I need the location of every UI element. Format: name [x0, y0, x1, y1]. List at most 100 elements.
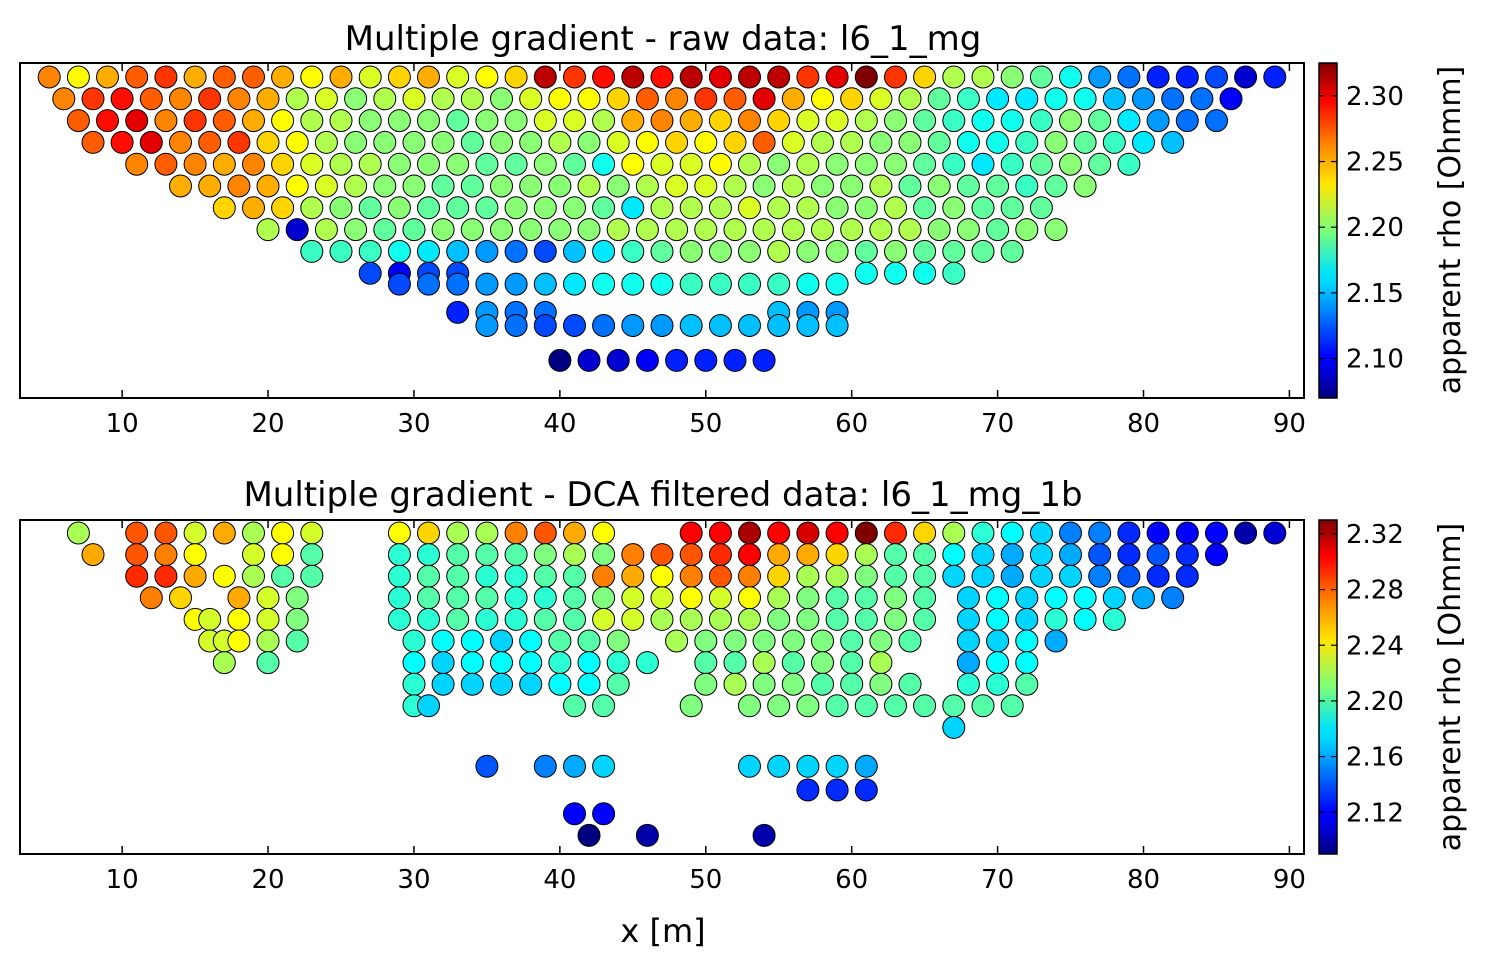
data-point	[1029, 543, 1053, 567]
data-point	[796, 109, 820, 133]
data-point	[183, 521, 207, 545]
colorbar-tick-label: 2.28	[1346, 576, 1404, 606]
data-point	[1015, 629, 1039, 653]
data-point	[708, 543, 732, 567]
data-point	[898, 629, 922, 653]
data-point	[781, 672, 805, 696]
data-point	[811, 651, 834, 675]
data-point	[621, 607, 645, 631]
data-point	[1000, 65, 1024, 89]
data-point	[811, 629, 834, 653]
data-point	[475, 564, 499, 588]
data-point	[519, 629, 543, 653]
data-point	[417, 152, 440, 176]
data-point	[708, 314, 732, 337]
data-point	[81, 543, 105, 567]
data-point	[519, 651, 543, 675]
data-point	[796, 152, 820, 176]
x-tick-label: 30	[397, 865, 430, 895]
data-point	[417, 65, 440, 89]
data-point	[956, 87, 980, 111]
data-point	[563, 607, 586, 631]
data-point	[811, 218, 834, 242]
data-point	[577, 823, 601, 847]
data-point	[300, 109, 324, 133]
data-point	[198, 607, 222, 631]
data-point	[300, 196, 324, 220]
x-tick-label: 10	[106, 865, 139, 895]
data-point	[1132, 130, 1155, 154]
data-point	[446, 152, 470, 176]
data-point	[1000, 694, 1024, 718]
data-point	[898, 218, 922, 242]
data-point	[402, 130, 426, 154]
data-point	[446, 543, 470, 567]
data-point	[679, 196, 703, 220]
data-point	[563, 65, 586, 89]
data-point	[767, 152, 791, 176]
data-point	[460, 174, 484, 198]
x-tick-label: 60	[835, 865, 868, 895]
data-point	[1146, 65, 1170, 89]
data-point	[1015, 218, 1039, 242]
colorbar-tick-label: 2.32	[1346, 520, 1404, 550]
x-tick-label: 90	[1273, 409, 1306, 439]
panel-filtered-colorbar	[1318, 519, 1338, 855]
data-point	[1102, 607, 1126, 631]
data-point	[285, 586, 309, 610]
data-point	[679, 564, 703, 588]
x-tick-label: 70	[981, 865, 1014, 895]
data-point	[533, 754, 557, 778]
data-point	[563, 564, 586, 588]
data-point	[256, 87, 280, 111]
data-point	[504, 521, 528, 545]
data-point	[563, 152, 586, 176]
data-point	[752, 87, 776, 111]
data-point	[796, 586, 820, 610]
data-point	[708, 196, 732, 220]
data-point	[767, 239, 791, 263]
data-point	[285, 174, 309, 198]
panel-raw-axes-frame	[19, 62, 1305, 399]
data-point	[256, 130, 280, 154]
data-point	[606, 348, 630, 372]
data-point	[563, 543, 586, 567]
data-point	[913, 586, 937, 610]
data-point	[490, 130, 513, 154]
data-point	[460, 629, 484, 653]
data-point	[373, 130, 397, 154]
data-point	[256, 629, 280, 653]
data-point	[417, 196, 440, 220]
data-point	[1000, 521, 1024, 545]
data-point	[1102, 87, 1126, 111]
data-point	[1088, 65, 1112, 89]
data-point	[913, 694, 937, 718]
data-point	[1044, 218, 1068, 242]
data-point	[475, 152, 499, 176]
data-point	[854, 196, 878, 220]
data-point	[285, 218, 309, 242]
data-point	[694, 672, 718, 696]
data-point	[1146, 521, 1170, 545]
data-point	[635, 823, 659, 847]
data-point	[796, 607, 820, 631]
data-point	[285, 607, 309, 631]
colorbar-tick-label: 2.20	[1346, 213, 1404, 243]
data-point	[781, 629, 805, 653]
data-point	[796, 239, 820, 263]
data-point	[198, 174, 222, 198]
data-point	[1073, 586, 1097, 610]
data-point	[563, 802, 586, 826]
data-point	[840, 651, 864, 675]
data-point	[913, 261, 937, 285]
data-point	[1073, 607, 1097, 631]
data-point	[1000, 239, 1024, 263]
data-point	[884, 152, 907, 176]
x-tick-label: 80	[1127, 409, 1160, 439]
data-point	[752, 130, 776, 154]
data-point	[723, 651, 747, 675]
data-point	[475, 272, 499, 296]
data-point	[577, 87, 601, 111]
data-point	[387, 152, 411, 176]
data-point	[329, 239, 353, 263]
